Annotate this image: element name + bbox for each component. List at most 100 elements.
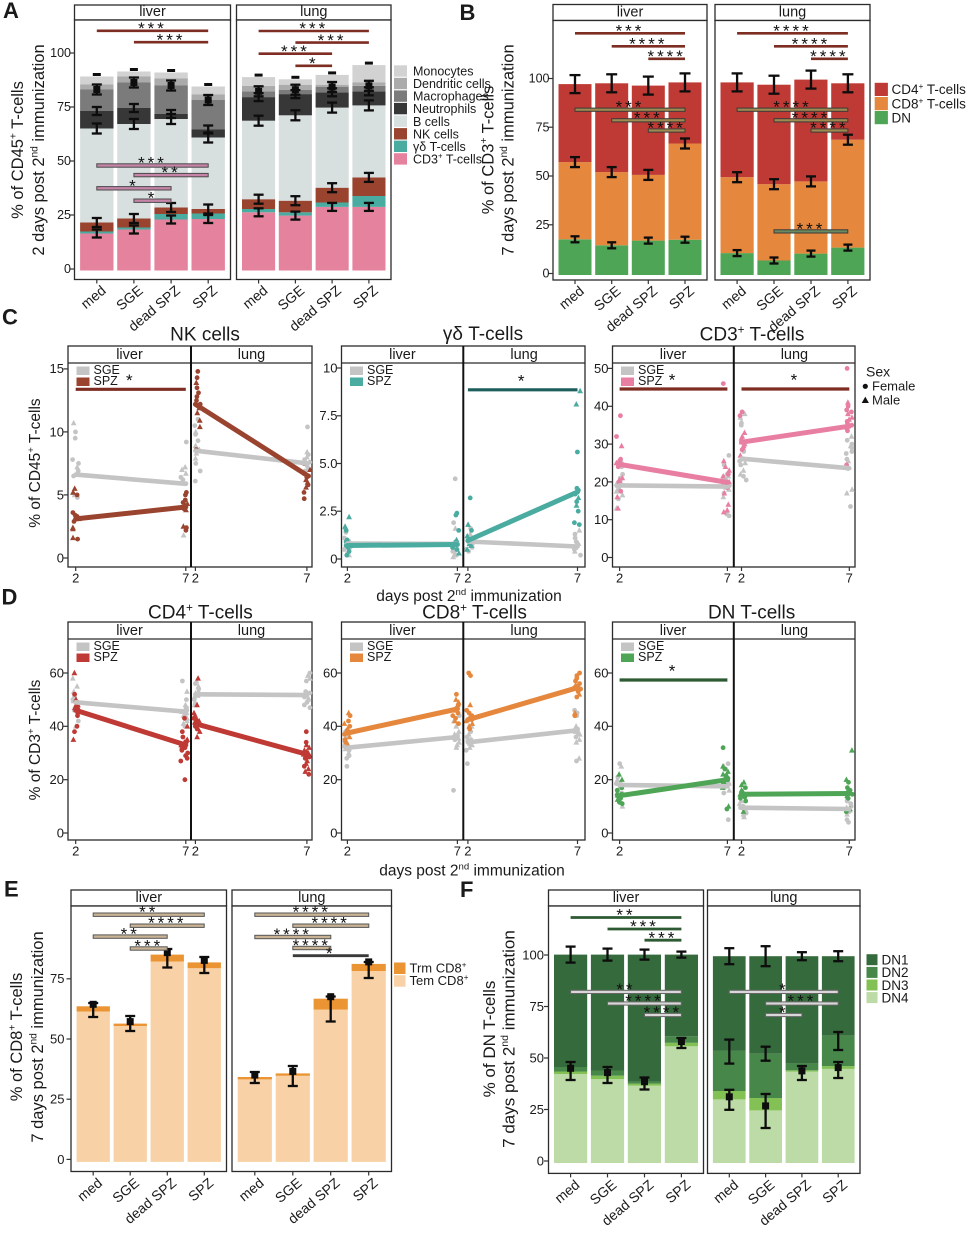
svg-text:2: 2 xyxy=(344,571,351,586)
svg-text:*: * xyxy=(518,371,528,390)
svg-text:Macrophages: Macrophages xyxy=(413,90,489,104)
svg-text:lung: lung xyxy=(510,347,537,363)
svg-text:NK cells: NK cells xyxy=(413,127,459,141)
svg-text:**: ** xyxy=(121,925,140,944)
svg-text:liver: liver xyxy=(139,4,166,20)
svg-text:DN2: DN2 xyxy=(882,965,909,980)
svg-text:0: 0 xyxy=(64,262,71,276)
svg-text:0: 0 xyxy=(601,550,608,565)
svg-text:0: 0 xyxy=(57,825,64,840)
svg-text:CD8+​ T-cells: CD8+​ T-cells xyxy=(892,95,967,111)
svg-text:CD4+​ T-cells: CD4+​ T-cells xyxy=(148,600,253,623)
svg-text:***: *** xyxy=(787,992,816,1011)
svg-text:7: 7 xyxy=(846,844,853,859)
svg-text:25: 25 xyxy=(50,1092,64,1107)
svg-text:liver: liver xyxy=(136,890,163,906)
svg-text:% of CD8+​ T-cells: % of CD8+​ T-cells xyxy=(8,973,26,1102)
svg-text:0: 0 xyxy=(57,550,64,565)
svg-text:50: 50 xyxy=(50,1031,64,1046)
svg-text:SGE: SGE xyxy=(94,639,120,653)
svg-text:SPZ: SPZ xyxy=(367,650,392,664)
svg-text:liver: liver xyxy=(660,623,687,639)
svg-text:****: **** xyxy=(274,925,312,944)
svg-text:20: 20 xyxy=(50,772,64,787)
svg-text:0: 0 xyxy=(330,551,337,566)
svg-text:lung: lung xyxy=(781,623,808,639)
svg-text:5: 5 xyxy=(57,487,64,502)
svg-text:2: 2 xyxy=(738,844,745,859)
svg-text:B: B xyxy=(460,0,476,25)
svg-text:DN1: DN1 xyxy=(882,953,909,968)
svg-text:% of CD3+​ T-cells: % of CD3+​ T-cells xyxy=(479,86,497,215)
svg-text:25: 25 xyxy=(530,1102,544,1117)
svg-text:*: * xyxy=(326,944,336,963)
svg-text:% of CD3+​ T-cells: % of CD3+​ T-cells xyxy=(26,679,44,800)
svg-text:****: **** xyxy=(810,119,848,138)
svg-text:7: 7 xyxy=(574,571,581,586)
svg-text:lung: lung xyxy=(510,623,537,639)
svg-text:lung: lung xyxy=(779,5,806,21)
svg-text:CD4+​ T-cells: CD4+​ T-cells xyxy=(892,81,967,97)
svg-text:****: **** xyxy=(647,47,685,66)
svg-text:40: 40 xyxy=(323,719,337,734)
svg-text:7.5: 7.5 xyxy=(319,408,337,423)
svg-text:CD8+​ T-cells: CD8+​ T-cells xyxy=(422,600,527,623)
svg-text:***: *** xyxy=(634,108,663,127)
svg-text:CD3+​ T-cells: CD3+​ T-cells xyxy=(700,322,805,345)
svg-text:0: 0 xyxy=(537,1153,544,1168)
svg-text:0: 0 xyxy=(601,825,608,840)
svg-text:SPZ: SPZ xyxy=(94,650,119,664)
svg-text:DN T-cells: DN T-cells xyxy=(708,603,795,624)
svg-text:lung: lung xyxy=(781,347,808,363)
svg-text:SGE: SGE xyxy=(367,363,393,377)
svg-text:liver: liver xyxy=(116,347,143,363)
svg-text:liver: liver xyxy=(389,347,416,363)
svg-text:DN3: DN3 xyxy=(882,978,909,993)
svg-text:2: 2 xyxy=(616,844,623,859)
svg-text:***: *** xyxy=(299,19,328,38)
svg-text:% of DN T-cells: % of DN T-cells xyxy=(480,981,499,1098)
svg-text:7: 7 xyxy=(303,844,310,859)
svg-text:7: 7 xyxy=(303,571,310,586)
svg-text:days post 2nd​ immunization: days post 2nd​ immunization xyxy=(379,862,565,880)
svg-text:0: 0 xyxy=(330,825,337,840)
svg-text:2: 2 xyxy=(464,571,471,586)
svg-text:γδ T-cells: γδ T-cells xyxy=(413,140,466,154)
svg-text:7: 7 xyxy=(724,571,731,586)
svg-text:SPZ: SPZ xyxy=(638,374,663,388)
svg-text:7: 7 xyxy=(454,571,461,586)
svg-text:5.0: 5.0 xyxy=(319,456,337,471)
svg-text:7: 7 xyxy=(724,844,731,859)
svg-text:20: 20 xyxy=(594,474,608,489)
svg-text:**: ** xyxy=(616,906,635,925)
svg-text:D: D xyxy=(2,585,18,610)
svg-text:50: 50 xyxy=(594,361,608,376)
svg-text:Trm CD8+​: Trm CD8+​ xyxy=(410,960,467,975)
svg-text:E: E xyxy=(4,877,19,902)
svg-text:100: 100 xyxy=(529,72,550,86)
svg-text:10: 10 xyxy=(594,512,608,527)
svg-text:liver: liver xyxy=(389,623,416,639)
svg-text:25: 25 xyxy=(536,218,550,232)
svg-text:DN4: DN4 xyxy=(882,990,909,1005)
svg-text:7: 7 xyxy=(846,571,853,586)
svg-text:***: *** xyxy=(318,31,347,50)
svg-text:Male: Male xyxy=(872,392,900,407)
svg-text:lung: lung xyxy=(238,623,265,639)
svg-text:60: 60 xyxy=(323,665,337,680)
svg-text:2: 2 xyxy=(192,844,199,859)
svg-text:***: *** xyxy=(616,22,645,41)
svg-text:60: 60 xyxy=(594,665,608,680)
svg-text:7 days post 2nd​ immunization: 7 days post 2nd​ immunization xyxy=(29,931,47,1142)
svg-text:***: *** xyxy=(134,937,163,956)
svg-text:7 days post 2nd​ immunization: 7 days post 2nd​ immunization xyxy=(499,44,517,255)
svg-text:15: 15 xyxy=(50,361,64,376)
svg-text:7: 7 xyxy=(454,844,461,859)
svg-text:40: 40 xyxy=(50,719,64,734)
svg-text:*: * xyxy=(669,662,679,681)
svg-text:Monocytes: Monocytes xyxy=(413,65,473,79)
svg-text:20: 20 xyxy=(323,772,337,787)
svg-text:50: 50 xyxy=(536,169,550,183)
svg-text:Female: Female xyxy=(872,378,915,393)
svg-text:****: **** xyxy=(792,108,830,127)
